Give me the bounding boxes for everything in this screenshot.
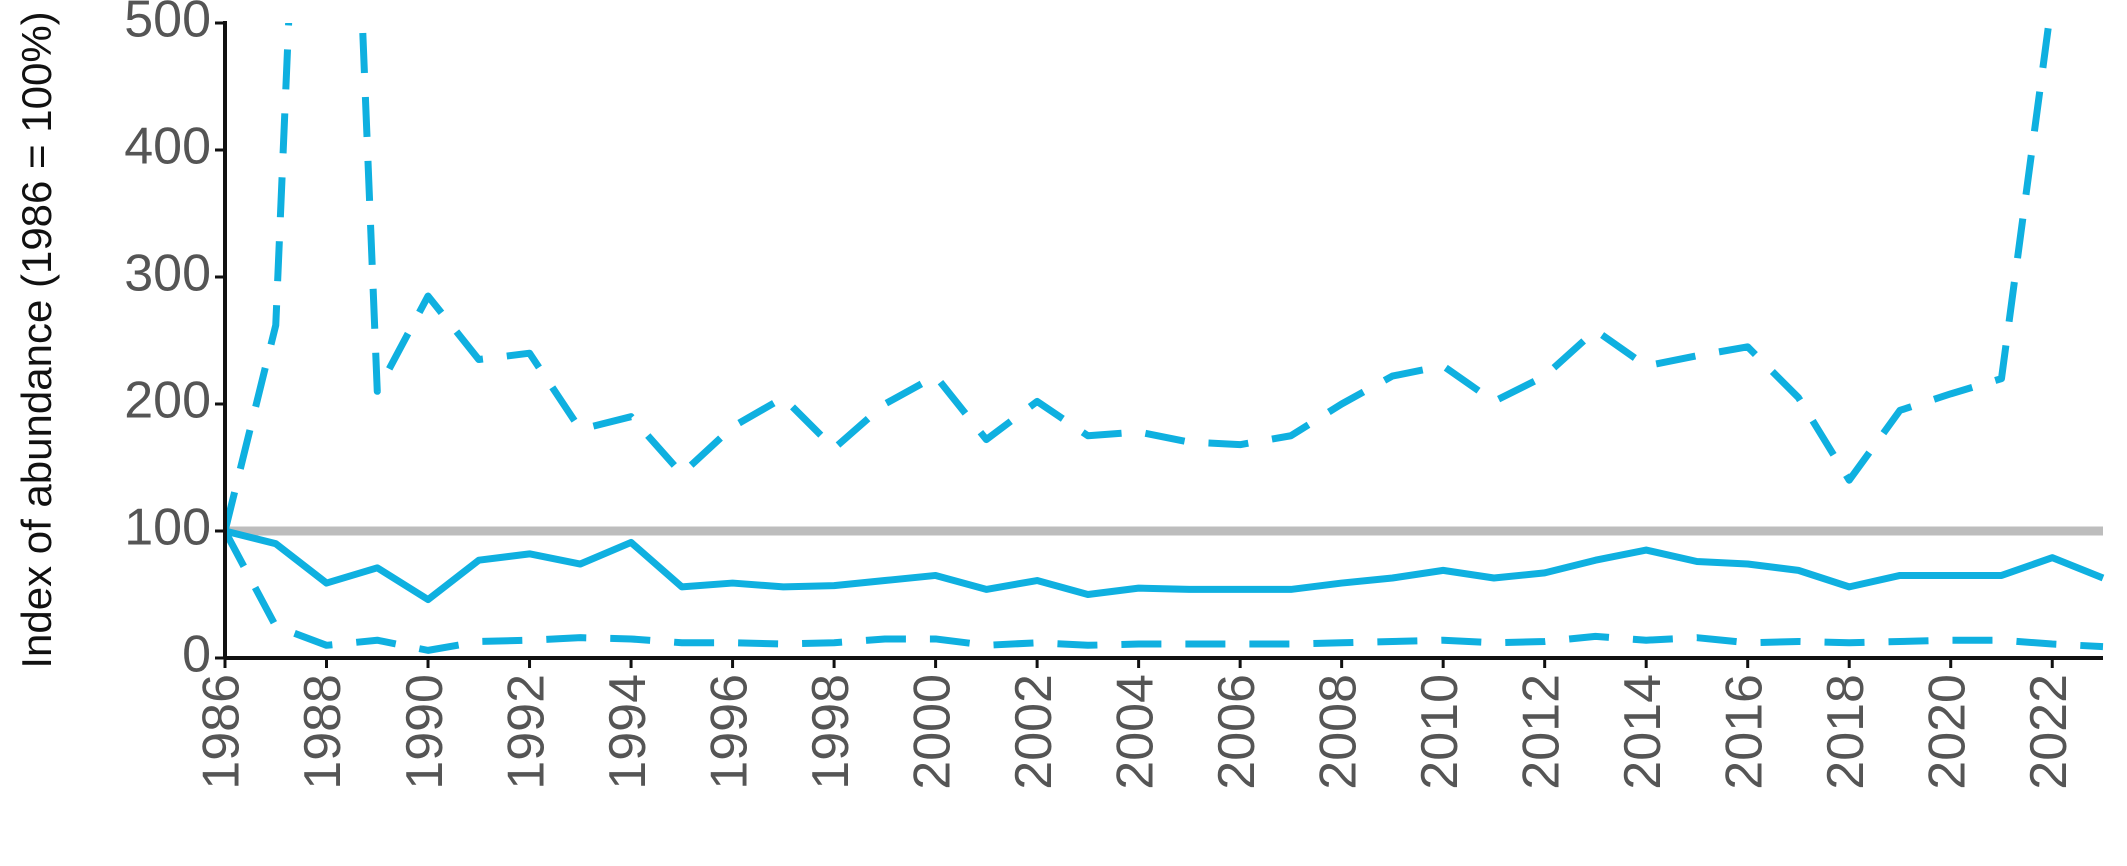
x-tick-label: 1992 — [497, 674, 555, 790]
x-tick-label: 2008 — [1309, 674, 1367, 790]
x-tick-label: 2020 — [1918, 674, 1976, 790]
x-tick-label: 2018 — [1817, 674, 1875, 790]
x-tick-label: 2016 — [1715, 674, 1773, 790]
x-tick-label: 2004 — [1106, 674, 1164, 790]
x-tick-label: 2010 — [1411, 674, 1469, 790]
series-line — [225, 23, 2053, 532]
y-tick-label: 400 — [124, 118, 211, 176]
x-tick-label: 1988 — [294, 674, 352, 790]
x-tick-label: 2022 — [2020, 674, 2078, 790]
y-tick-label: 500 — [124, 0, 211, 49]
series-line — [225, 529, 2104, 654]
x-tick-label: 1986 — [193, 674, 251, 790]
x-tick-label: 2000 — [903, 674, 961, 790]
x-tick-label: 2002 — [1005, 674, 1063, 790]
y-tick-label: 0 — [182, 626, 211, 684]
y-tick-label: 300 — [124, 245, 211, 303]
x-tick-label: 2012 — [1512, 674, 1570, 790]
x-tick-label: 1994 — [599, 674, 657, 790]
x-tick-label: 2006 — [1208, 674, 1266, 790]
x-tick-label: 1996 — [700, 674, 758, 790]
y-axis-label: Index of abundance (1986 = 100%) — [13, 11, 60, 668]
y-tick-label: 100 — [124, 499, 211, 557]
series-line — [225, 527, 2105, 604]
x-tick-label: 2014 — [1614, 674, 1672, 790]
y-tick-label: 200 — [124, 372, 211, 430]
x-tick-label: 1990 — [396, 674, 454, 790]
x-tick-label: 1998 — [802, 674, 860, 790]
